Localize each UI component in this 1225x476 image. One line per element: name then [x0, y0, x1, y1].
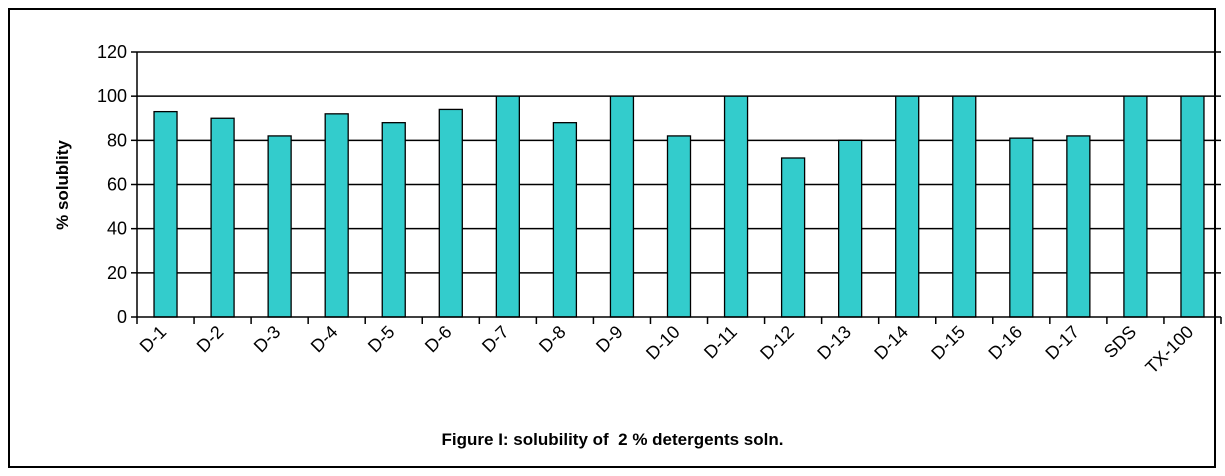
bar-D-2 — [210, 117, 235, 318]
bar-D-12 — [780, 157, 806, 318]
bar-D-3 — [267, 135, 292, 318]
bar-D-15 — [952, 95, 977, 318]
x-tick-label: D-5 — [364, 322, 399, 357]
y-tick-label: 120 — [97, 42, 127, 62]
bar-SDS — [1123, 95, 1148, 318]
x-tick-label: D-2 — [193, 322, 228, 357]
x-tick-label: D-10 — [642, 322, 684, 364]
y-axis-title: % solublity — [53, 140, 72, 230]
y-tick-label: 0 — [117, 307, 127, 327]
x-tick-label: TX-100 — [1141, 322, 1197, 378]
x-tick-label: D-14 — [870, 322, 912, 364]
bar-D-14 — [895, 95, 920, 318]
bar-TX-100 — [1180, 95, 1205, 318]
x-tick-label: D-1 — [136, 322, 171, 357]
x-tick-label: D-8 — [535, 322, 570, 357]
x-tick-label: D-6 — [421, 322, 456, 357]
bar-D-10 — [666, 135, 692, 318]
x-tick-label: D-16 — [984, 322, 1026, 364]
bar-D-16 — [1009, 137, 1034, 318]
x-tick-label: D-11 — [700, 322, 741, 363]
bar-D-6 — [438, 108, 463, 318]
y-tick-label: 80 — [107, 130, 127, 150]
bar-D-13 — [838, 139, 863, 318]
x-tick-labels: D-1 D-2 D-3 D-4 D-5 D-6 D-7 D-8 D-9 D-10 D-11 D-12 D… — [136, 322, 1198, 378]
x-tick-label: D-15 — [927, 322, 969, 364]
x-tick-label: D-9 — [592, 322, 627, 357]
bar-D-1 — [153, 110, 178, 318]
axes — [131, 51, 1222, 324]
x-tick-label: D-17 — [1041, 322, 1083, 364]
x-tick-label: SDS — [1100, 322, 1140, 362]
y-tick-label: 20 — [107, 263, 127, 283]
bar-D-11 — [723, 95, 749, 318]
bar-D-7 — [495, 95, 520, 318]
x-tick-label: D-7 — [478, 322, 513, 357]
figure-caption: Figure I: solubility of 2 % detergents s… — [441, 430, 784, 449]
gridlines — [137, 51, 1221, 274]
x-tick-label: D-4 — [307, 322, 342, 357]
y-tick-labels: 0 20 40 60 80 100 120 — [97, 42, 127, 327]
y-tick-label: 100 — [97, 86, 127, 106]
bar-D-8 — [552, 122, 578, 318]
bar-D-4 — [324, 113, 349, 318]
bar-series — [153, 95, 1205, 318]
bar-D-17 — [1066, 135, 1091, 318]
y-tick-label: 40 — [107, 219, 127, 239]
bar-D-9 — [609, 95, 635, 318]
x-tick-label: D-3 — [250, 322, 285, 357]
y-tick-label: 60 — [107, 175, 127, 195]
x-tick-label: D-13 — [813, 322, 855, 364]
bar-D-5 — [381, 122, 406, 318]
x-tick-label: D-12 — [756, 322, 798, 364]
